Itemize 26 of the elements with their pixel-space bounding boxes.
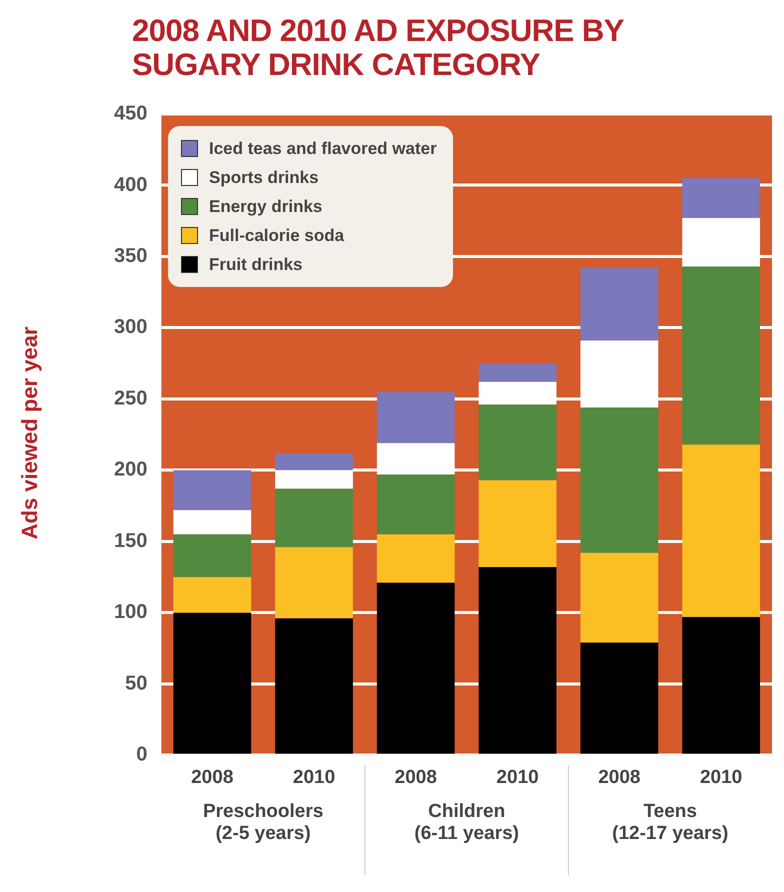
text: Teens (12-17 years) — [612, 801, 728, 844]
y-tick-label: 300 — [114, 316, 148, 338]
legend-label: Iced teas and flavored water — [209, 138, 437, 158]
x-tick-label: 2008 — [598, 766, 640, 788]
y-tick-label: 150 — [114, 530, 148, 552]
text: Preschoolers (2-5 years) — [202, 801, 324, 844]
x-tick-label: 2008 — [394, 766, 437, 788]
x-tick-label: 2010 — [700, 766, 742, 788]
legend-label: Full-calorie soda — [209, 226, 344, 246]
x-tick-label: 2010 — [292, 766, 336, 788]
y-tick-label: 100 — [114, 601, 148, 624]
x-tick-label: 2010 — [496, 766, 539, 788]
y-tick-label: 250 — [114, 387, 148, 410]
text: Children (6-11 years) — [414, 801, 519, 844]
y-tick-label: 50 — [125, 672, 148, 694]
legend-label: Sports drinks — [209, 168, 319, 188]
y-axis-title: Ads viewed per year — [17, 326, 43, 542]
y-tick-label: 0 — [136, 744, 148, 766]
y-tick-label: 450 — [114, 102, 148, 125]
legend-label: Energy drinks — [209, 196, 322, 216]
x-tick-label: 2008 — [191, 766, 234, 788]
chart-title: 2008 AND 2010 AD EXPOSURE BY SUGARY DRINK CATEGORY — [132, 13, 625, 82]
y-tick-label: 200 — [114, 458, 148, 481]
y-tick-label: 400 — [114, 174, 148, 196]
y-tick-label: 350 — [114, 245, 148, 268]
legend-label: Fruit drinks — [209, 254, 303, 274]
